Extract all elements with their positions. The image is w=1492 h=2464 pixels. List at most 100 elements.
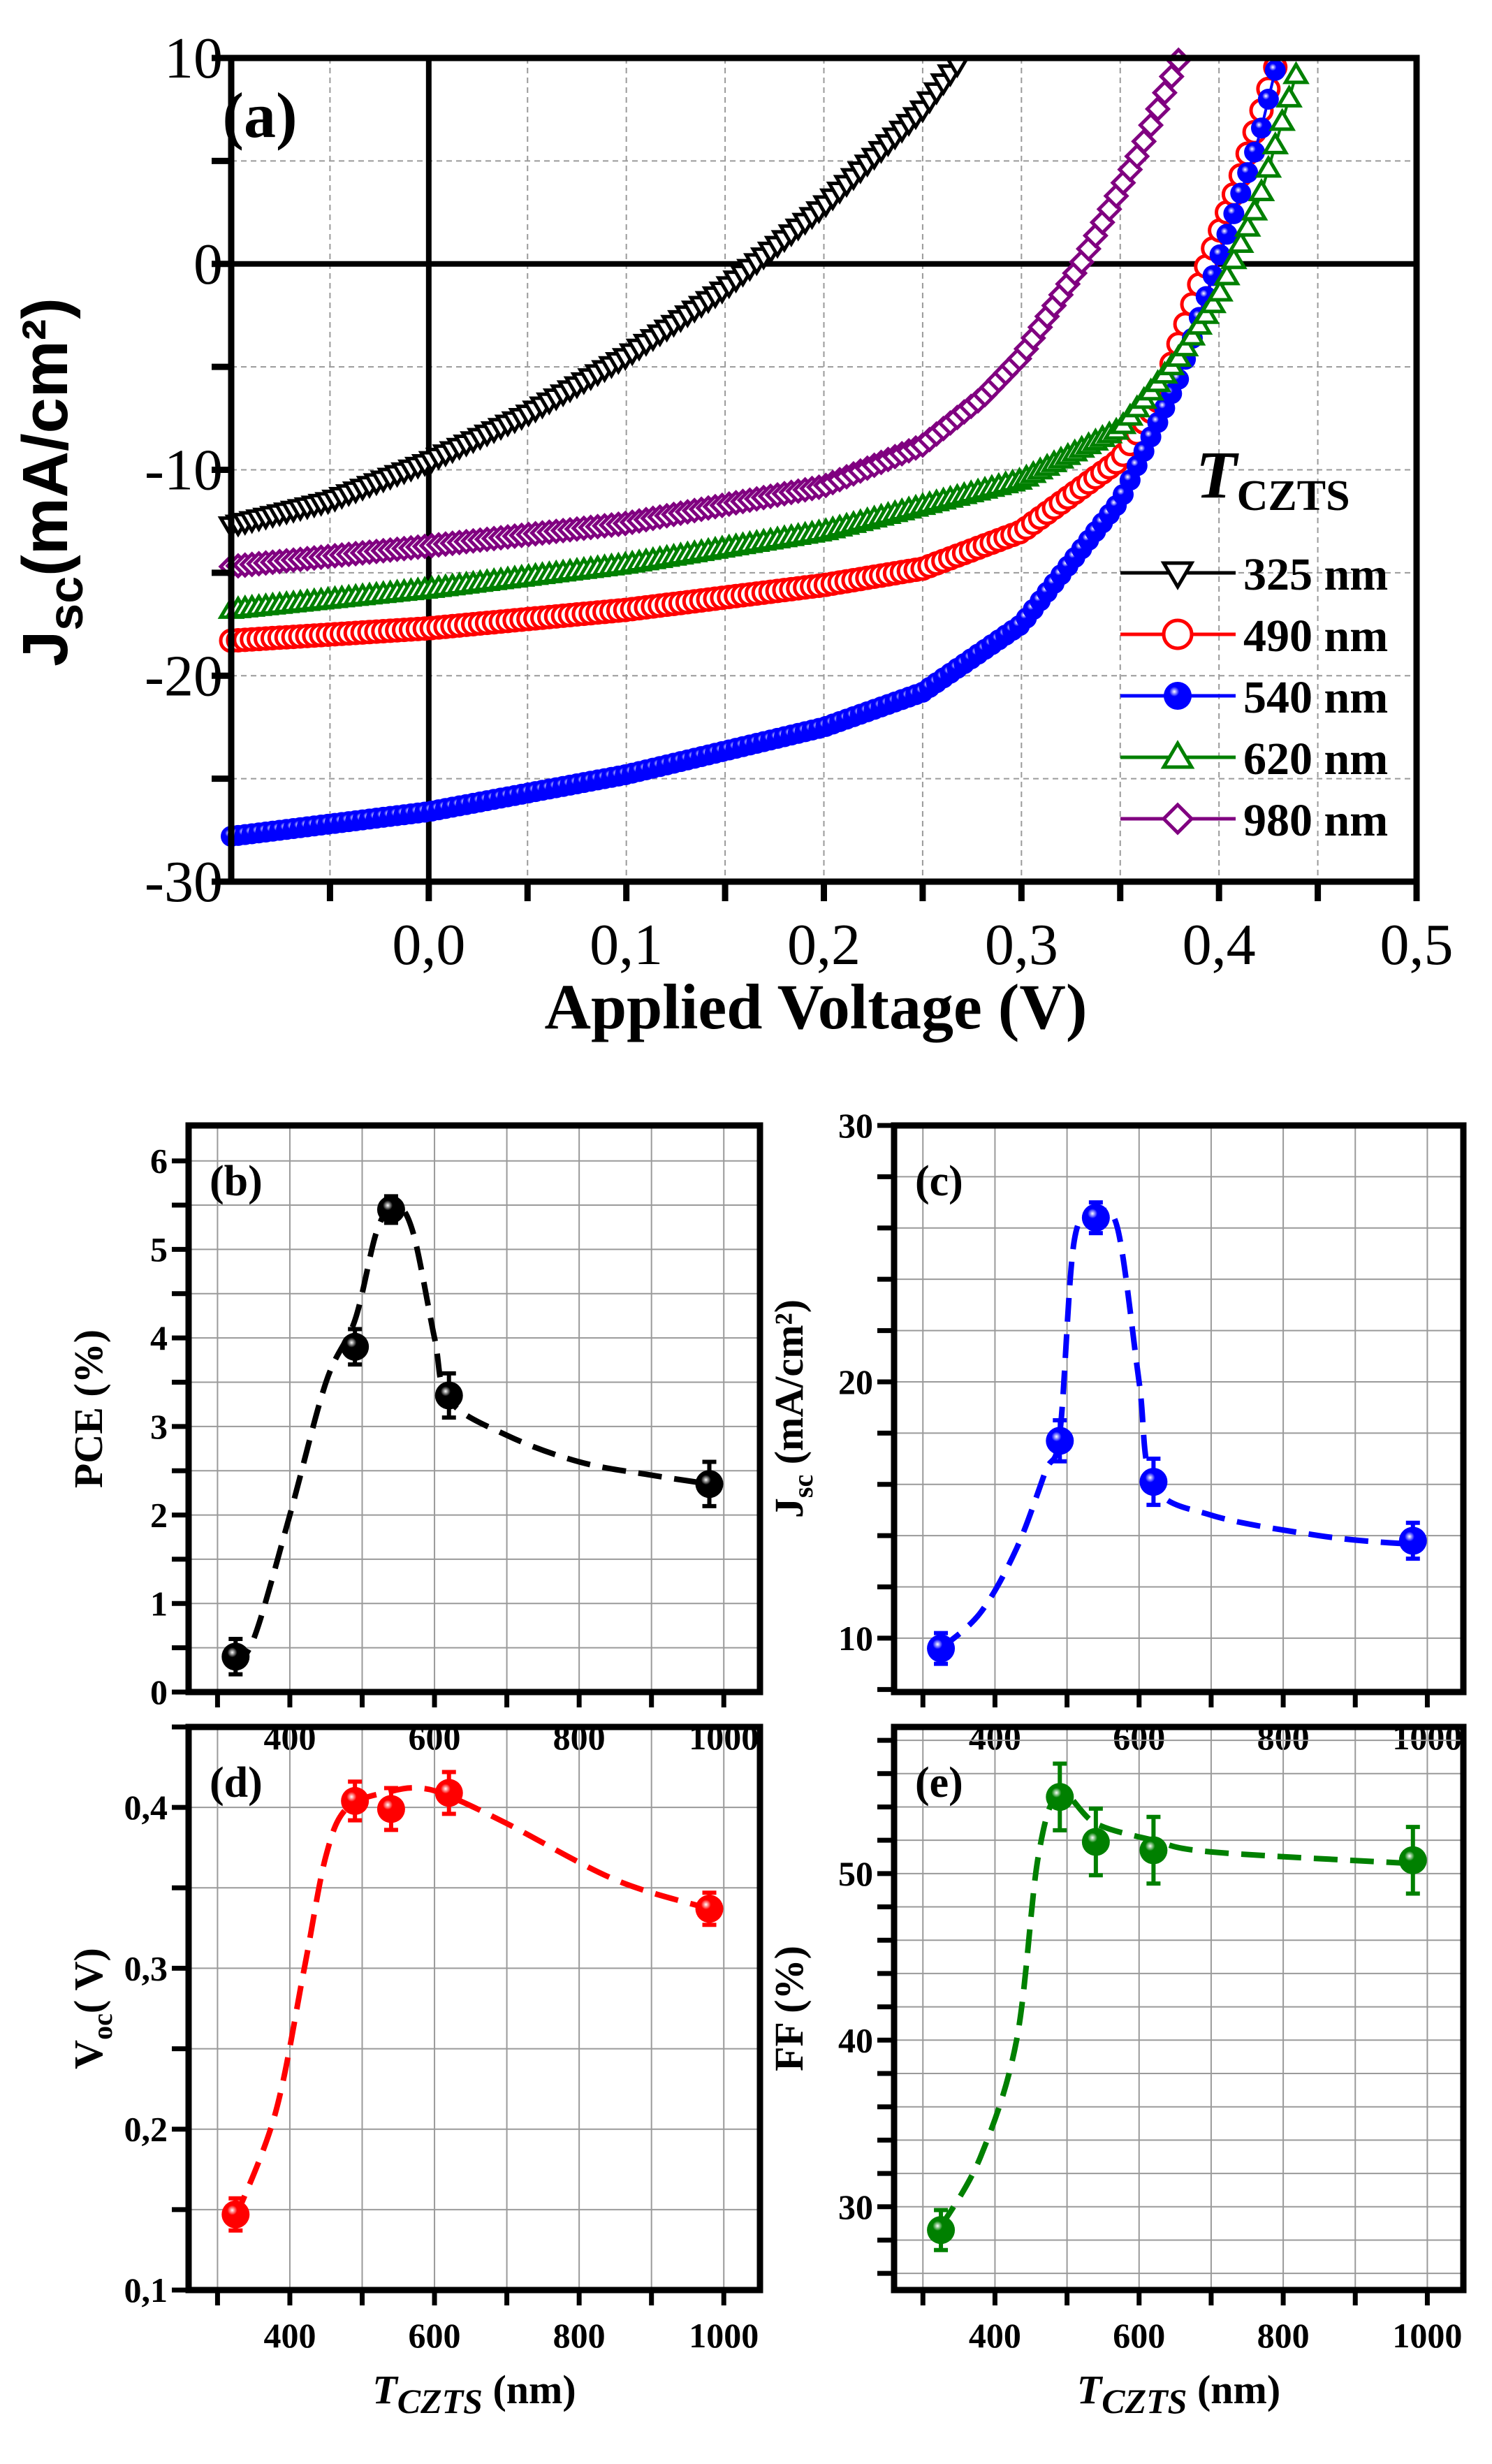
panel-e: FF (%) TCZTS (nm)	[766, 1723, 1467, 2421]
x-tick-label: 400	[969, 2316, 1021, 2355]
y-tick-label: 10	[838, 1619, 873, 1658]
legend-entry: 490 nm	[1120, 611, 1388, 662]
y-tick-label: 30	[838, 2187, 873, 2226]
x-tick-label: 1000	[689, 2316, 759, 2355]
series-980-nm	[218, 47, 1192, 580]
y-axis-title: FF (%)	[766, 1946, 812, 2071]
panel-label: (c)	[915, 1158, 963, 1205]
marker	[434, 1779, 463, 1807]
data-point	[1178, 322, 1206, 346]
marker	[221, 2200, 250, 2229]
data-point	[1081, 1200, 1110, 1236]
fit-curve	[230, 1202, 710, 1668]
x-tick-label: 0,1	[590, 912, 663, 977]
data-point	[695, 1890, 724, 1927]
x-tick-label: 0,2	[787, 912, 861, 977]
marker	[1081, 1828, 1110, 1856]
y-tick-label: 0	[150, 1672, 168, 1712]
data-point	[1206, 278, 1234, 302]
marker	[376, 1195, 405, 1224]
x-tick-label: 800	[553, 2316, 606, 2355]
y-title-main: FF (%)	[766, 1946, 812, 2071]
y-title-main: PCE (%)	[66, 1329, 111, 1488]
marker	[1398, 1526, 1427, 1555]
marker	[1139, 1836, 1168, 1865]
y-tick-label: 30	[838, 1106, 873, 1145]
y-tick-label: 10	[164, 26, 223, 91]
data-point	[927, 1631, 956, 1666]
x-tick-label: 600	[1113, 2316, 1165, 2355]
marker	[221, 1642, 250, 1671]
data-point	[695, 1459, 724, 1508]
y-axis-title: Jsc (mA/cm²)	[766, 1299, 819, 1518]
data-point	[1227, 230, 1255, 254]
legend-label: 620 nm	[1243, 734, 1388, 785]
data-point	[1046, 1418, 1074, 1464]
data-point	[1398, 1825, 1427, 1896]
fit-curve	[938, 1790, 1414, 2229]
x-tick-label: 0,5	[1380, 912, 1454, 977]
y-tick-label: 3	[150, 1407, 168, 1446]
x-tick-label: 800	[1257, 2316, 1310, 2355]
fit-curve	[939, 1207, 1414, 1651]
y-tick-label: 4	[150, 1318, 168, 1357]
data-point	[1209, 244, 1231, 265]
y-title-rest: (mA/cm²)	[766, 1299, 812, 1475]
x-tick-label: 0,0	[392, 912, 465, 977]
panel-c: Jsc (mA/cm²)	[766, 1122, 1467, 1707]
y-tick-label: 0,4	[124, 1788, 168, 1827]
data-point	[1241, 197, 1268, 221]
series-490-nm	[219, 54, 1288, 653]
marker	[1139, 1468, 1168, 1496]
data-point	[1192, 300, 1220, 324]
data-point	[376, 1194, 405, 1225]
data-point	[1139, 1457, 1168, 1508]
x-tick-label: 1000	[1392, 2316, 1462, 2355]
legend-marker	[1162, 618, 1194, 650]
y-title-sub: sc	[38, 576, 93, 631]
x-tick-label: 600	[409, 2316, 461, 2355]
legend-label: 980 nm	[1243, 795, 1388, 846]
y-tick-label: 1	[150, 1584, 168, 1623]
data-point	[1199, 290, 1227, 314]
panel-a: Jsc(mA/cm²) TCZTS 325 nm 490 nm 540 nm 620 nm…	[10, 47, 1420, 901]
x-tick-label: 400	[263, 2316, 316, 2355]
legend-label: 490 nm	[1243, 611, 1388, 662]
data-point	[221, 2196, 250, 2233]
y-axis-title: Jsc(mA/cm²)	[10, 298, 93, 666]
data-point	[1261, 131, 1289, 154]
legend-title-sub: CZTS	[1237, 472, 1350, 520]
panel-d: Voc( V) TCZTS (nm)	[66, 1723, 763, 2421]
y-tick-label: 20	[838, 1362, 873, 1401]
data-point	[1081, 1806, 1110, 1878]
marker	[927, 2216, 956, 2245]
legend-title-main: T	[1196, 437, 1239, 512]
data-point	[1244, 141, 1266, 163]
data-point	[341, 1327, 370, 1367]
plot-frame	[891, 1122, 1467, 1696]
fit-curve	[233, 1785, 710, 2219]
marker	[376, 1795, 405, 1823]
y-title-main: J	[766, 1498, 812, 1518]
x-axis-title: TCZTS (nm)	[372, 2367, 576, 2421]
marker	[927, 1634, 956, 1663]
plot-frame	[185, 1122, 763, 1696]
data-point	[1220, 246, 1248, 270]
data-point	[1237, 162, 1259, 184]
marker	[695, 1895, 724, 1923]
data-point	[1223, 203, 1245, 224]
marker	[695, 1470, 724, 1499]
data-point	[376, 1786, 405, 1832]
legend-marker	[1160, 740, 1195, 769]
y-tick-label: 2	[150, 1496, 168, 1535]
data-point	[1171, 333, 1199, 357]
data-point	[1257, 88, 1279, 110]
y-tick-label: 0	[193, 232, 223, 297]
panel-b: PCE (%)	[66, 1122, 763, 1707]
data-point	[1046, 1761, 1074, 1832]
x-title-rest: (nm)	[1187, 2367, 1280, 2412]
panel-label: (d)	[210, 1759, 263, 1807]
legend-entry: 980 nm	[1120, 795, 1388, 846]
data-point	[341, 1779, 370, 1823]
